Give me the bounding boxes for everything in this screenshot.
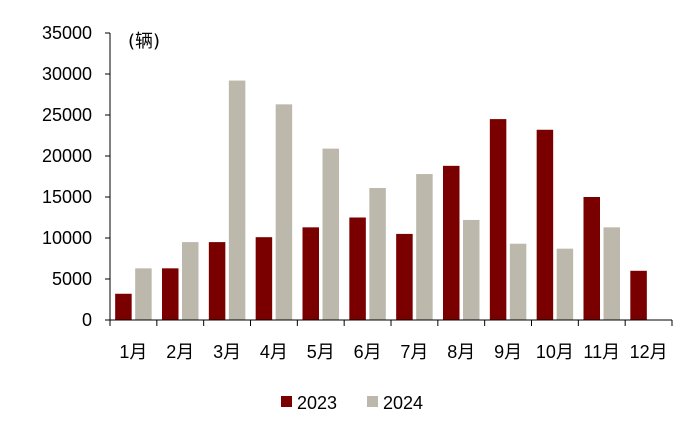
bar-2024-3 (228, 80, 246, 320)
bar-2023-8 (443, 165, 460, 320)
y-tick-label: 15000 (42, 187, 92, 207)
bar-2023-2 (162, 268, 179, 320)
bar-2023-7 (396, 233, 413, 320)
axes (105, 32, 673, 326)
bar-2023-12 (630, 270, 647, 320)
y-axis-ticks: 0 5000 10000 15000 20000 25000 30000 35000 (42, 23, 92, 330)
x-tick-label: 3月 (213, 342, 241, 362)
bar-2023-6 (349, 217, 366, 320)
bar-2024-2 (182, 242, 199, 320)
bar-2023-9 (489, 119, 507, 320)
bar-2023-10 (536, 129, 554, 320)
x-tick-label: 2月 (166, 342, 194, 362)
x-tick-label: 4月 (260, 342, 288, 362)
bar-2024-6 (369, 187, 386, 320)
y-tick-label: 25000 (42, 105, 92, 125)
legend-swatch-2023 (281, 396, 292, 407)
bar-2024-9 (509, 243, 527, 320)
unit-label: (辆) (128, 31, 160, 52)
legend: 2023 2024 (281, 393, 423, 413)
x-tick-label: 11月 (583, 342, 620, 362)
bar-2024-5 (322, 148, 339, 320)
bar-2024-4 (275, 104, 293, 320)
y-tick-label: 5000 (52, 269, 92, 289)
bar-2024-10 (556, 248, 574, 320)
bars (115, 80, 647, 320)
legend-label-2024: 2024 (383, 393, 423, 413)
bar-2024-7 (416, 174, 433, 320)
bar-2023-4 (255, 237, 273, 320)
x-tick-label: 8月 (447, 342, 475, 362)
x-tick-label: 10月 (536, 342, 574, 362)
x-axis-labels: 1月 2月 3月 4月 5月 6月 7月 8月 9月 10月 11月 12月 (119, 342, 667, 362)
legend-label-2023: 2023 (297, 393, 337, 413)
x-tick-label: 5月 (307, 342, 335, 362)
y-tick-label: 10000 (42, 228, 92, 248)
x-tick-label: 1月 (119, 342, 147, 362)
bar-2024-1 (135, 268, 152, 320)
legend-swatch-2024 (367, 396, 378, 407)
bar-2023-1 (115, 293, 132, 320)
x-tick-label: 7月 (400, 342, 428, 362)
x-tick-label: 12月 (630, 342, 668, 362)
bar-2023-5 (302, 227, 319, 320)
x-tick-label: 6月 (354, 342, 382, 362)
y-tick-label: 35000 (42, 23, 92, 43)
bar-2024-8 (463, 219, 480, 320)
bar-2023-11 (583, 197, 600, 320)
bar-2023-3 (208, 242, 226, 320)
y-tick-label: 0 (82, 310, 92, 330)
y-tick-label: 20000 (42, 146, 92, 166)
bar-2024-11 (603, 227, 620, 320)
x-tick-label: 9月 (494, 342, 522, 362)
y-tick-label: 30000 (42, 64, 92, 84)
